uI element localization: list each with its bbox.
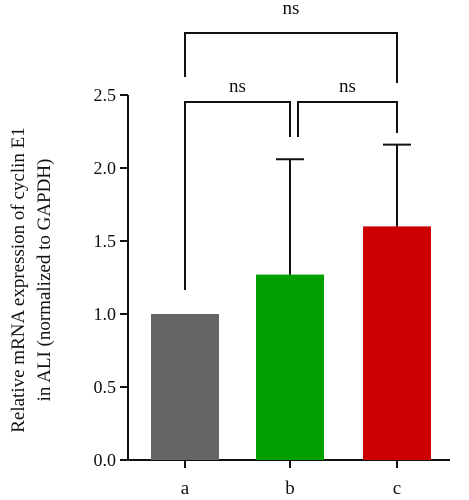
significance-bracket: ns bbox=[297, 76, 398, 137]
significance-label: ns bbox=[339, 76, 356, 97]
significance-bracket: ns bbox=[184, 76, 291, 290]
y-tick-label: 0.5 bbox=[94, 377, 117, 397]
bracket-line bbox=[297, 101, 398, 137]
bars bbox=[151, 143, 431, 460]
bar-b bbox=[256, 274, 324, 460]
x-tick-label: b bbox=[285, 478, 295, 499]
y-axis-title-line-2: in ALI (normalized to GAPDH) bbox=[34, 159, 55, 402]
bar-a bbox=[151, 314, 219, 460]
x-tick-label: a bbox=[181, 478, 190, 499]
significance-label: ns bbox=[283, 0, 300, 19]
x-tick-label: c bbox=[393, 478, 401, 499]
y-tick-label: 1.0 bbox=[94, 304, 117, 324]
y-tick-label: 1.5 bbox=[94, 231, 117, 251]
bar-c bbox=[363, 226, 431, 460]
y-axis-title: Relative mRNA expression of cyclin E1 in… bbox=[8, 127, 55, 433]
y-axis-title-line-1: Relative mRNA expression of cyclin E1 bbox=[8, 127, 29, 433]
significance-bracket: ns bbox=[184, 0, 398, 83]
y-tick-label: 0.0 bbox=[94, 450, 117, 470]
significance-label: ns bbox=[229, 76, 246, 97]
y-tick-label: 2.0 bbox=[94, 158, 117, 178]
y-tick-label: 2.5 bbox=[94, 85, 117, 105]
bracket-line bbox=[184, 101, 291, 290]
significance-brackets: ns ns ns bbox=[184, 0, 398, 290]
bracket-line bbox=[184, 32, 398, 83]
